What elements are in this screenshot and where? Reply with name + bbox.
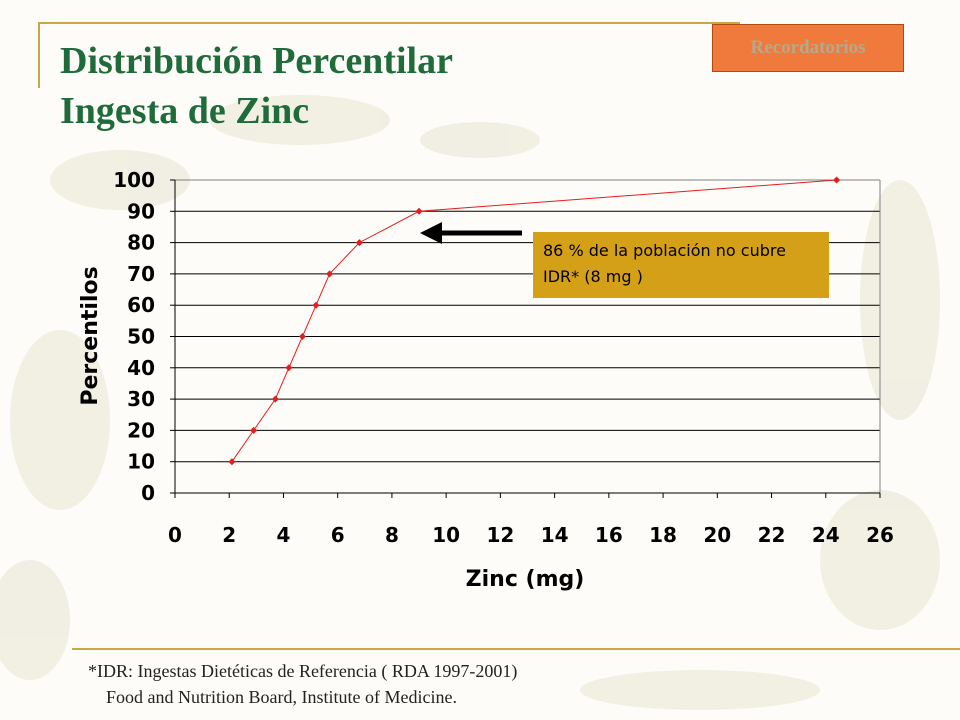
- x-tick-label-8: 8: [385, 523, 399, 547]
- x-tick-label-10: 10: [432, 523, 460, 547]
- callout-note: 86 % de la población no cubre IDR* (8 mg…: [533, 232, 829, 298]
- x-tick-label-12: 12: [486, 523, 514, 547]
- data-point-40: [285, 364, 293, 372]
- y-tick-label-50: 50: [127, 325, 155, 349]
- x-tick-label-26: 26: [866, 523, 894, 547]
- data-point-30: [271, 395, 279, 403]
- data-point-70: [326, 270, 334, 278]
- y-tick-label-20: 20: [127, 418, 155, 442]
- data-point-50: [298, 333, 306, 340]
- y-axis-label: Percentilos: [78, 266, 103, 405]
- x-tick-label-18: 18: [649, 523, 677, 547]
- x-tick-label-20: 20: [703, 523, 731, 547]
- data-point-20: [250, 426, 258, 434]
- x-tick-label-6: 6: [331, 523, 345, 547]
- recordatorios-button[interactable]: Recordatorios: [712, 24, 904, 72]
- footnote: *IDR: Ingestas Dietéticas de Referencia …: [88, 658, 517, 710]
- x-tick-labels: 0 2 4 6 8 10 12 14 16 18 20 22 24 26: [168, 523, 894, 547]
- y-tick-label-90: 90: [127, 199, 155, 223]
- y-tick-label-10: 10: [127, 450, 155, 474]
- y-tick-label-80: 80: [127, 231, 155, 255]
- x-tick-label-16: 16: [595, 523, 623, 547]
- y-tick-label-30: 30: [127, 387, 155, 411]
- data-point-10: [228, 458, 236, 466]
- footnote-line-1: *IDR: Ingestas Dietéticas de Referencia …: [88, 661, 518, 681]
- y-tick-label-0: 0: [141, 481, 155, 505]
- top-rule: [40, 22, 740, 24]
- footnote-line-2: Food and Nutrition Board, Institute of M…: [106, 687, 457, 707]
- left-rule: [38, 22, 40, 88]
- chart-axes: [170, 179, 881, 498]
- title-line-1: Distribución Percentilar: [60, 40, 453, 82]
- x-axis-label: Zinc (mg): [466, 567, 585, 592]
- series-zinc: [228, 176, 841, 466]
- x-tick-label-22: 22: [758, 523, 786, 547]
- callout-arrow: [420, 222, 522, 244]
- x-tick-label-0: 0: [168, 523, 182, 547]
- series-line: [231, 179, 837, 462]
- data-point-90: [415, 207, 423, 215]
- data-point-80: [355, 239, 363, 247]
- x-tick-label-2: 2: [222, 523, 236, 547]
- data-point-100: [833, 176, 841, 184]
- x-tick-label-4: 4: [277, 523, 291, 547]
- y-tick-label-40: 40: [127, 356, 155, 380]
- title-line-2: Ingesta de Zinc: [60, 90, 310, 132]
- x-tick-label-24: 24: [812, 523, 840, 547]
- y-tick-labels: 0 10 20 30 40 50 60 70 80 90 100: [113, 168, 155, 505]
- page-title: Distribución Percentilar Ingesta de Zinc: [60, 36, 453, 136]
- y-tick-label-60: 60: [127, 293, 155, 317]
- data-point-60: [312, 301, 320, 309]
- y-tick-label-100: 100: [113, 168, 155, 192]
- x-tick-label-14: 14: [541, 523, 569, 547]
- bottom-rule: [72, 648, 960, 650]
- chart-gridlines: [175, 179, 880, 463]
- y-tick-label-70: 70: [127, 262, 155, 286]
